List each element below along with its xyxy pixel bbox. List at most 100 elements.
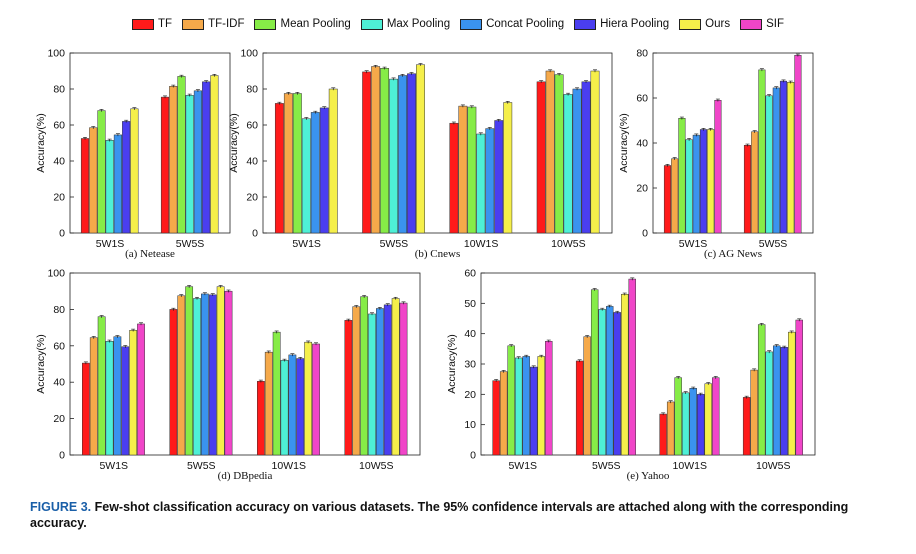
subfigure-caption: (c) AG News	[704, 248, 762, 260]
x-tick-label: 5W5S	[187, 460, 216, 472]
bar	[795, 319, 803, 456]
bar	[712, 377, 720, 456]
x-tick-label: 5W1S	[508, 460, 537, 472]
legend-label: TF	[158, 18, 173, 30]
figure-caption-text: Few-shot classification accuracy on vari…	[30, 500, 849, 530]
x-tick-label: 10W1S	[673, 460, 707, 472]
bar	[583, 336, 591, 456]
bar	[537, 356, 545, 456]
x-tick-label: 5W5S	[176, 238, 205, 250]
y-tick-label: 20	[53, 413, 65, 425]
bar	[659, 413, 667, 456]
x-tick-label: 5W5S	[380, 238, 409, 250]
bar	[757, 324, 766, 456]
plot-frame	[262, 52, 613, 234]
y-axis-label: Accuracy(%)	[228, 113, 240, 173]
legend-label: Max Pooling	[386, 18, 451, 30]
legend-label: Ours	[705, 18, 731, 30]
bar	[522, 356, 530, 456]
y-tick-label: 0	[470, 450, 476, 462]
y-tick-label: 60	[53, 120, 65, 132]
bar	[499, 371, 508, 456]
legend-item: Max Pooling	[360, 18, 451, 30]
bar	[773, 345, 781, 456]
y-tick-label: 100	[47, 268, 65, 280]
y-tick-label: 50	[464, 298, 476, 310]
bar	[621, 293, 629, 456]
legend-item: Ours	[679, 18, 730, 30]
x-tick-label: 5W1S	[96, 238, 125, 250]
bar	[545, 341, 553, 456]
y-tick-label: 40	[53, 377, 65, 389]
bar	[666, 401, 675, 456]
y-axis-label: Accuracy(%)	[618, 113, 630, 173]
y-tick-label: 100	[47, 48, 65, 60]
bar	[492, 380, 500, 456]
y-tick-label: 60	[636, 93, 648, 105]
bar	[704, 383, 712, 456]
figure-label: FIGURE 3.	[30, 500, 92, 514]
y-tick-label: 0	[252, 228, 258, 240]
x-tick-label: 10W5S	[551, 238, 585, 250]
x-tick-label: 5W5S	[759, 238, 788, 250]
legend-item: Concat Pooling	[460, 18, 564, 30]
legend-swatch	[460, 18, 483, 30]
bar	[598, 309, 606, 456]
y-tick-label: 10	[464, 419, 476, 431]
y-tick-label: 30	[464, 359, 476, 371]
y-tick-label: 60	[53, 340, 65, 352]
legend-item: Mean Pooling	[254, 18, 351, 30]
y-tick-label: 20	[464, 389, 476, 401]
y-tick-label: 80	[636, 48, 648, 60]
subfigure-caption: (e) Yahoo	[627, 470, 670, 482]
y-tick-label: 40	[246, 156, 258, 168]
bar	[750, 369, 758, 456]
y-tick-label: 60	[464, 268, 476, 280]
bar	[628, 278, 636, 456]
legend-item: SIF	[740, 18, 784, 30]
legend-label: TF-IDF	[208, 18, 245, 30]
plot-frame	[69, 52, 231, 234]
legend-swatch	[360, 18, 383, 30]
x-tick-label: 10W1S	[464, 238, 498, 250]
bar	[590, 289, 599, 456]
subfigure-caption: (a) Netease	[125, 248, 175, 260]
legend-swatch	[132, 18, 155, 30]
bar	[674, 377, 682, 456]
subfigure-caption: (b) Cnews	[415, 248, 461, 260]
y-tick-label: 20	[636, 183, 648, 195]
y-axis-label: Accuracy(%)	[35, 113, 47, 173]
bar	[788, 331, 796, 456]
bar	[689, 388, 697, 456]
bar	[765, 351, 773, 456]
y-axis-label: Accuracy(%)	[35, 334, 47, 394]
figure-caption: FIGURE 3. Few-shot classification accura…	[30, 499, 890, 531]
y-tick-label: 40	[636, 138, 648, 150]
x-tick-label: 5W1S	[292, 238, 321, 250]
bar	[681, 392, 690, 456]
y-tick-label: 80	[246, 84, 258, 96]
bar	[530, 366, 538, 456]
x-tick-label: 10W5S	[359, 460, 393, 472]
legend-swatch	[679, 18, 702, 30]
legend-swatch	[182, 18, 205, 30]
legend-label: Mean Pooling	[280, 18, 351, 30]
legend-item: Hiera Pooling	[574, 18, 669, 30]
chart-legend: TF TF-IDF Mean Pooling Max Pooling Concat Po…	[0, 18, 916, 30]
legend-item: TF-IDF	[182, 18, 244, 30]
y-tick-label: 20	[246, 192, 258, 204]
y-axis-label: Accuracy(%)	[446, 334, 458, 394]
legend-swatch	[254, 18, 277, 30]
legend-label: Hiera Pooling	[600, 18, 670, 30]
bar	[606, 306, 614, 456]
x-tick-label: 10W5S	[756, 460, 790, 472]
x-tick-label: 5W5S	[592, 460, 621, 472]
x-tick-label: 5W1S	[679, 238, 708, 250]
legend-swatch	[574, 18, 597, 30]
y-tick-label: 60	[246, 120, 258, 132]
legend-label: Concat Pooling	[486, 18, 565, 30]
x-tick-label: 5W1S	[99, 460, 128, 472]
bar	[613, 312, 621, 456]
